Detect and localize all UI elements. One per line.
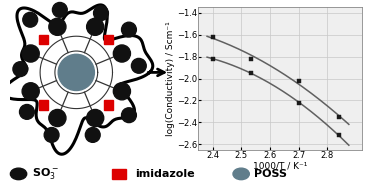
Circle shape bbox=[85, 128, 100, 142]
FancyBboxPatch shape bbox=[39, 100, 48, 110]
Y-axis label: log(Conductivity) / Scm⁻¹: log(Conductivity) / Scm⁻¹ bbox=[167, 21, 175, 136]
Circle shape bbox=[52, 2, 67, 17]
Circle shape bbox=[233, 168, 249, 180]
FancyBboxPatch shape bbox=[112, 169, 126, 179]
Circle shape bbox=[122, 108, 137, 123]
Circle shape bbox=[93, 6, 108, 21]
Circle shape bbox=[87, 109, 104, 127]
Circle shape bbox=[58, 54, 94, 91]
Circle shape bbox=[114, 83, 131, 100]
Text: SO$_3^-$: SO$_3^-$ bbox=[32, 166, 58, 181]
Circle shape bbox=[20, 105, 35, 119]
Circle shape bbox=[22, 83, 39, 100]
Circle shape bbox=[87, 18, 104, 35]
Circle shape bbox=[49, 109, 66, 127]
Circle shape bbox=[13, 62, 28, 76]
Circle shape bbox=[122, 22, 137, 37]
X-axis label: 1000/T / K⁻¹: 1000/T / K⁻¹ bbox=[253, 161, 307, 170]
Circle shape bbox=[23, 12, 37, 27]
Text: POSS: POSS bbox=[254, 169, 287, 179]
Text: imidazole: imidazole bbox=[135, 169, 195, 179]
Circle shape bbox=[10, 168, 27, 180]
Circle shape bbox=[131, 58, 146, 73]
Circle shape bbox=[49, 18, 66, 35]
Circle shape bbox=[22, 45, 39, 62]
FancyBboxPatch shape bbox=[104, 35, 114, 44]
FancyBboxPatch shape bbox=[104, 100, 114, 110]
Circle shape bbox=[114, 45, 131, 62]
Circle shape bbox=[44, 128, 59, 142]
FancyBboxPatch shape bbox=[39, 35, 48, 44]
